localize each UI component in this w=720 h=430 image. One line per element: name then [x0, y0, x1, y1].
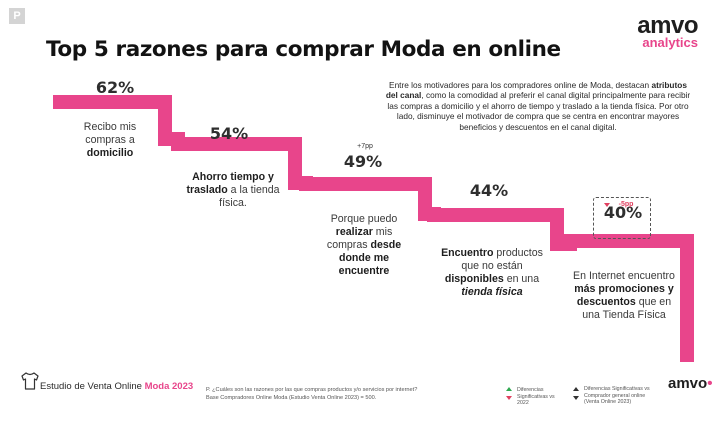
reason-1-text: Recibo mis compras a [83, 121, 137, 146]
reason-4: Encuentro productos que no están disponi… [439, 247, 545, 299]
reason-3-bold-a: realizar [335, 226, 373, 238]
study-accent: Moda 2023 [144, 381, 194, 392]
reason-1-bold: domicilio [86, 147, 134, 159]
reason-5: En Internet encuentro más promociones y … [572, 270, 676, 322]
reason-5-text-b: que en una Tienda Física [582, 296, 672, 321]
reason-3-text-a: Porque puedo [330, 213, 398, 225]
page-title: Top 5 razones para comprar Moda en onlin… [46, 37, 561, 62]
reason-3-bold-b: desde donde me encuentre [338, 239, 402, 277]
logo-sub-text: analytics [642, 35, 698, 50]
footer-logo-text: amvo [668, 375, 708, 392]
reason-4-bold-a: Encuentro [441, 247, 494, 259]
staircase-line [53, 95, 694, 362]
legend-significance-year: Diferencias Significativas vs 2022 [517, 387, 555, 407]
reason-4-bold-b: disponibles [444, 273, 504, 285]
diff-up-label: +7pp [357, 143, 373, 150]
reason-4-bold-c: tienda física [461, 286, 523, 298]
legend-significance-general: Diferencias Significativas vs Comprador … [584, 386, 650, 406]
reason-5-text-a: En Internet encuentro [573, 270, 675, 282]
amvo-analytics-logo: amvo analytics [637, 12, 698, 50]
reason-2-text: a la tienda física. [219, 184, 280, 209]
reason-4-text-b: en una [503, 273, 540, 285]
logo-main-text: amvo [637, 12, 698, 39]
shirt-icon [21, 372, 39, 390]
value-label-2: 54% [209, 123, 249, 143]
footer-logo-dot: • [707, 375, 713, 392]
corner-mark: P [9, 8, 25, 24]
reason-2: Ahorro tiempo y traslado a la tienda fís… [179, 171, 287, 210]
sig-down-dark-icon [573, 396, 579, 400]
value-label-1: 62% [95, 78, 135, 97]
diff-highlight-box [593, 197, 651, 239]
reason-2-bold: Ahorro tiempo y traslado [186, 171, 274, 196]
sig-down-icon [506, 396, 512, 400]
footer-logo: amvo• [668, 375, 712, 392]
intro-bold: atributos del canal [385, 80, 687, 101]
sig-up-dark-icon [573, 387, 579, 391]
value-label-5: 40% [603, 203, 643, 223]
study-label: Estudio de Venta Online Moda 2023 [40, 381, 193, 392]
reason-3: Porque puedo realizar mis compras desde … [315, 213, 413, 278]
reason-1: Recibo mis compras a domicilio [68, 121, 152, 160]
reason-5-bold: más promociones y descuentos [574, 283, 674, 308]
diff-down-arrow-icon [604, 203, 610, 207]
intro-text-1: Entre los motivadores para los comprador… [389, 80, 652, 90]
footnote-base: Base Compradores Online Moda (Estudio Ve… [206, 394, 377, 401]
footnote: P. ¿Cuáles son las razones por las que c… [206, 387, 486, 402]
value-label-4: 44% [469, 180, 509, 200]
diff-down-label: -5pp [618, 201, 634, 208]
intro-paragraph: Entre los motivadores para los comprador… [382, 80, 694, 132]
reason-4-text-a: productos que no están [461, 247, 543, 272]
reason-3-text-b: mis compras [326, 226, 393, 251]
sig-up-icon [506, 387, 512, 391]
footnote-question: P. ¿Cuáles son las razones por las que c… [206, 387, 418, 393]
value-label-3: 49% [343, 152, 383, 172]
intro-text-2: , como la comodidad al preferir el canal… [387, 90, 691, 132]
study-prefix: Estudio de Venta Online [40, 381, 145, 392]
